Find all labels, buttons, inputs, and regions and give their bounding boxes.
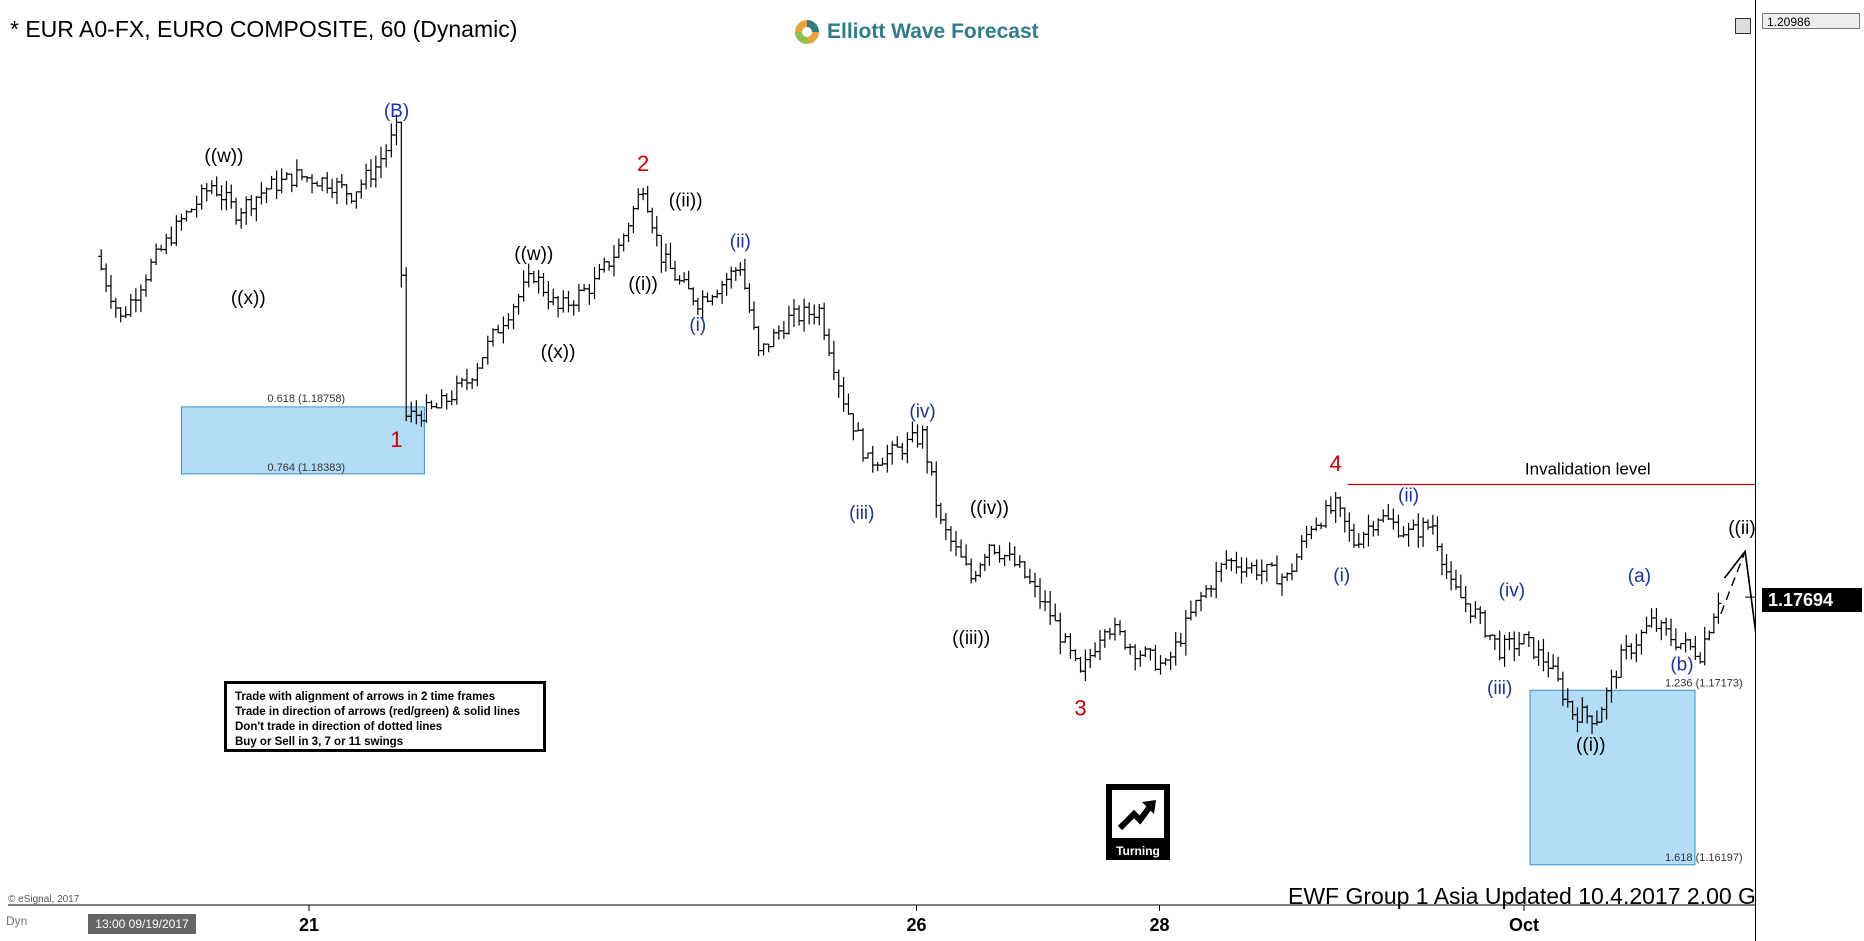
fib-level-label: 1.236 (1.17173) bbox=[1665, 677, 1743, 689]
rule-line: Don't trade in direction of dotted lines bbox=[235, 721, 443, 733]
wave-label: ((ii)) bbox=[669, 191, 703, 212]
cursor-date-label: 13:00 09/19/2017 bbox=[88, 914, 196, 934]
rule-line: Trade in direction of arrows (red/green)… bbox=[235, 706, 521, 718]
wave-label: (ii) bbox=[730, 232, 751, 253]
fib-level-label: 0.764 (1.18383) bbox=[267, 462, 345, 474]
wave-label: 3 bbox=[1074, 695, 1086, 720]
brand-name: Elliott Wave Forecast bbox=[827, 20, 1039, 43]
wave-label: ((x)) bbox=[541, 342, 576, 363]
wave-label: ((i)) bbox=[1576, 735, 1606, 756]
rule-line: Trade with alignment of arrows in 2 time… bbox=[235, 691, 496, 703]
current-price-label: 1.17694 bbox=[1762, 588, 1862, 612]
fib-zone bbox=[180, 406, 425, 475]
x-tick-label: 28 bbox=[1149, 915, 1169, 935]
top-price-label: 1.20986 bbox=[1762, 13, 1860, 29]
wave-label: (i) bbox=[689, 315, 706, 336]
turning-label: Turning bbox=[1116, 844, 1160, 858]
dyn-label[interactable]: Dyn bbox=[6, 914, 28, 928]
wave-label: (b) bbox=[1670, 655, 1693, 676]
wave-label: ((w)) bbox=[204, 146, 243, 167]
update-note: EWF Group 1 Asia Updated 10.4.2017 2.00 … bbox=[1288, 883, 1790, 909]
wave-label: (iii) bbox=[849, 503, 874, 524]
rule-line: Buy or Sell in 3, 7 or 11 swings bbox=[235, 736, 404, 748]
chart-title: * EUR A0-FX, EURO COMPOSITE, 60 (Dynamic… bbox=[10, 16, 518, 42]
wave-label: ((i)) bbox=[628, 274, 658, 295]
ewf-logo-icon bbox=[795, 20, 819, 44]
price-axis-panel[interactable] bbox=[1755, 0, 1864, 941]
turning-arrow-icon bbox=[1112, 790, 1164, 838]
wave-label: (i) bbox=[1333, 565, 1350, 586]
wave-label: ((ii)) bbox=[1728, 518, 1762, 539]
wave-label: (a) bbox=[1628, 566, 1651, 587]
turning-badge: Turning bbox=[1106, 784, 1170, 860]
brand-logo: Elliott Wave Forecast bbox=[793, 18, 1039, 46]
wave-label: ((x)) bbox=[231, 288, 266, 309]
wave-label: (ii) bbox=[1398, 486, 1419, 507]
copyright-text: © eSignal, 2017 bbox=[8, 894, 80, 905]
wave-label: (B) bbox=[384, 101, 409, 122]
wave-label: ((iv)) bbox=[970, 498, 1009, 519]
wave-label: 1 bbox=[390, 427, 402, 452]
wave-label: ((w)) bbox=[514, 244, 553, 265]
wave-label: (iv) bbox=[1499, 580, 1525, 601]
wave-label: ((iii)) bbox=[952, 628, 990, 649]
wave-label: (iv) bbox=[909, 402, 935, 423]
fib-level-label: 0.618 (1.18758) bbox=[267, 393, 345, 405]
window-restore-icon[interactable] bbox=[1735, 18, 1751, 34]
x-tick-label: Oct bbox=[1509, 915, 1539, 935]
x-tick-label: 26 bbox=[906, 915, 926, 935]
x-tick-label: 21 bbox=[299, 915, 319, 935]
wave-label: (iii) bbox=[1487, 678, 1512, 699]
fib-zone bbox=[1529, 689, 1696, 866]
trading-rules-box: Trade with alignment of arrows in 2 time… bbox=[224, 681, 546, 752]
wave-label: 2 bbox=[637, 151, 649, 176]
fib-level-label: 1.618 (1.16197) bbox=[1665, 852, 1743, 864]
invalidation-label: Invalidation level bbox=[1525, 459, 1651, 478]
wave-label: 4 bbox=[1330, 451, 1342, 476]
